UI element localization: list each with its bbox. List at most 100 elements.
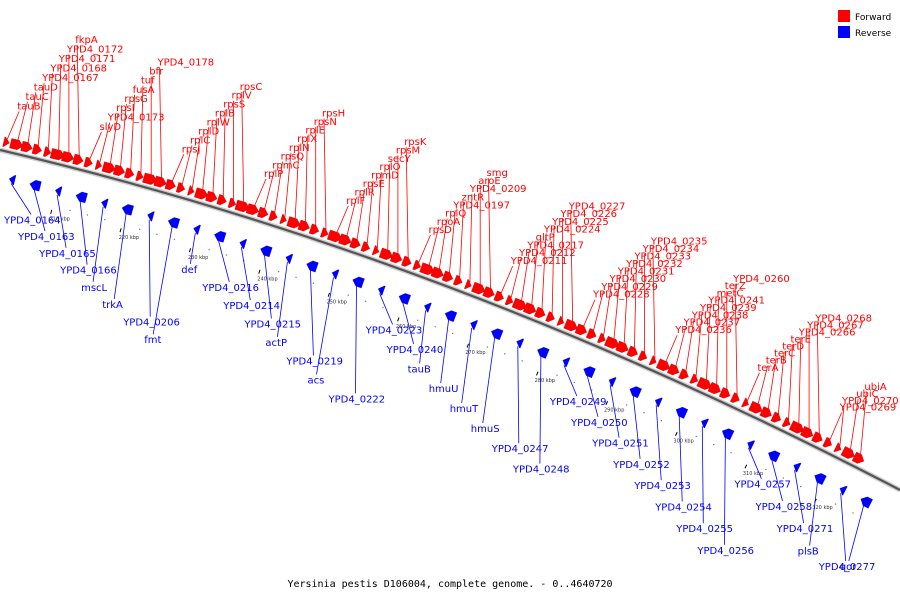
reverse-gene: [260, 245, 273, 258]
gene-label: tauB: [408, 364, 431, 375]
leader-line: [705, 305, 711, 382]
reverse-gene: [285, 253, 294, 265]
gene-label-group: YPD4_0252: [612, 394, 670, 471]
leader-line: [305, 135, 308, 224]
leader-line: [652, 246, 656, 359]
leader-line: [48, 73, 53, 150]
reverse-gene: [562, 357, 571, 368]
leader-line: [405, 147, 409, 260]
forward-gene: [112, 164, 126, 177]
gene-label-group: rpsC: [240, 82, 262, 204]
gene-label: YPD4_0251: [591, 439, 649, 450]
gene-label-group: YPD4_0240: [386, 301, 444, 356]
gene-label: ubiA: [864, 382, 886, 393]
gene-label: def: [181, 265, 198, 276]
map-caption: Yersinia pestis D106004, complete genome…: [287, 579, 612, 590]
gene-label-group: qor: [840, 504, 865, 573]
forward-gene: [83, 156, 93, 168]
gene-label-group: hmuS: [471, 336, 500, 435]
tick-label: 210 kbp: [49, 217, 69, 223]
gene-label: YPD4_0219: [285, 357, 343, 368]
reverse-gene: [331, 269, 340, 280]
gene-label-group: YPD4_0233: [633, 252, 691, 350]
tick-dot: [364, 300, 367, 302]
reverse-gene: [423, 302, 432, 313]
leader-line: [323, 118, 327, 231]
forward-gene: [511, 297, 528, 311]
leader-line: [240, 247, 251, 301]
leader-line: [274, 161, 283, 214]
gene-label: YPD4_0230: [609, 274, 667, 285]
tick-dot: [712, 443, 715, 446]
gene-label-group: YPD4_0178: [157, 57, 214, 180]
gene-label: YPD4_0277: [818, 562, 876, 573]
forward-gene: [788, 420, 805, 434]
gene-label: YPD4_0258: [755, 502, 813, 513]
gene-label-group: rpsS: [222, 100, 245, 198]
legend-label: Forward: [855, 13, 891, 23]
gene-label-group: rplE: [305, 126, 325, 224]
forward-gene: [637, 350, 648, 362]
leader-line: [310, 269, 314, 356]
forward-gene: [759, 405, 772, 419]
gene-label-group: YPD4_0269: [829, 403, 896, 441]
forward-gene: [279, 213, 288, 225]
gene-label: YPD4_0215: [243, 319, 301, 330]
forward-gene: [2, 136, 10, 147]
gene-label: rpmD: [371, 171, 399, 182]
leader-line: [500, 266, 514, 295]
leader-line: [79, 200, 88, 265]
kbp-tick: 250 kbp: [327, 292, 347, 305]
gene-label-group: YPD4_0209: [469, 184, 527, 283]
leader-line: [17, 101, 28, 142]
gene-label: YPD4_0217: [526, 240, 584, 251]
gene-label: YPD4_0256: [696, 546, 754, 557]
forward-gene: [603, 335, 620, 350]
leader-line: [37, 82, 45, 147]
forward-gene: [123, 167, 135, 179]
leader-line: [418, 234, 431, 264]
gene-label: YPD4_0240: [386, 345, 444, 356]
leader-line: [541, 234, 547, 311]
forward-gene: [696, 376, 712, 391]
gene-label: actP: [265, 338, 287, 349]
gene-label-group: YPD4_0165: [38, 194, 96, 260]
reverse-gene: [700, 418, 710, 429]
gene-label-group: metC: [716, 288, 743, 387]
reverse-gene: [121, 203, 135, 216]
forward-gene: [707, 381, 722, 395]
legend-item: Forward: [838, 10, 891, 23]
leader-line: [27, 92, 37, 145]
gene-label: tauC: [26, 92, 49, 103]
gene-label-group: rpsM: [396, 146, 420, 256]
gene-label: tauD: [34, 82, 58, 93]
gene-label-group: YPD4_0225: [551, 217, 609, 315]
gene-features: [2, 136, 874, 509]
leader-line: [517, 346, 520, 444]
leader-line: [685, 320, 695, 373]
leader-line: [695, 312, 703, 378]
leader-line: [152, 226, 173, 335]
gene-label: hmuU: [429, 384, 459, 395]
gene-label: zntR: [462, 192, 485, 203]
leader-line: [664, 334, 678, 364]
leader-line: [212, 118, 218, 195]
gene-label-group: YPD4_0268: [814, 314, 872, 436]
gene-label-group: YPD4_0226: [559, 209, 617, 319]
gene-label-group: rplQ: [438, 209, 466, 271]
forward-gene: [94, 159, 103, 170]
leader-line: [92, 206, 104, 282]
forward-gene: [563, 318, 578, 332]
tick-mark: [50, 209, 53, 214]
leader-line: [510, 258, 522, 299]
leader-line: [609, 384, 620, 438]
leader-line: [202, 127, 209, 192]
gene-label-group: rpmC: [263, 160, 300, 211]
gene-label: tuf: [141, 76, 155, 87]
reverse-gene: [54, 186, 63, 197]
gene-label-group: YPD4_0256: [696, 436, 754, 557]
gene-label: YPD4_0228: [592, 290, 650, 301]
leader-line: [816, 323, 820, 436]
gene-label: secY: [388, 154, 412, 165]
